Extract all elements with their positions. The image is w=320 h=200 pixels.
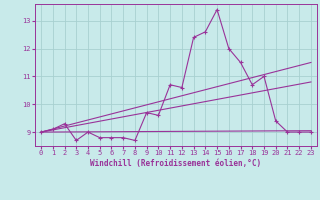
X-axis label: Windchill (Refroidissement éolien,°C): Windchill (Refroidissement éolien,°C) <box>91 159 261 168</box>
